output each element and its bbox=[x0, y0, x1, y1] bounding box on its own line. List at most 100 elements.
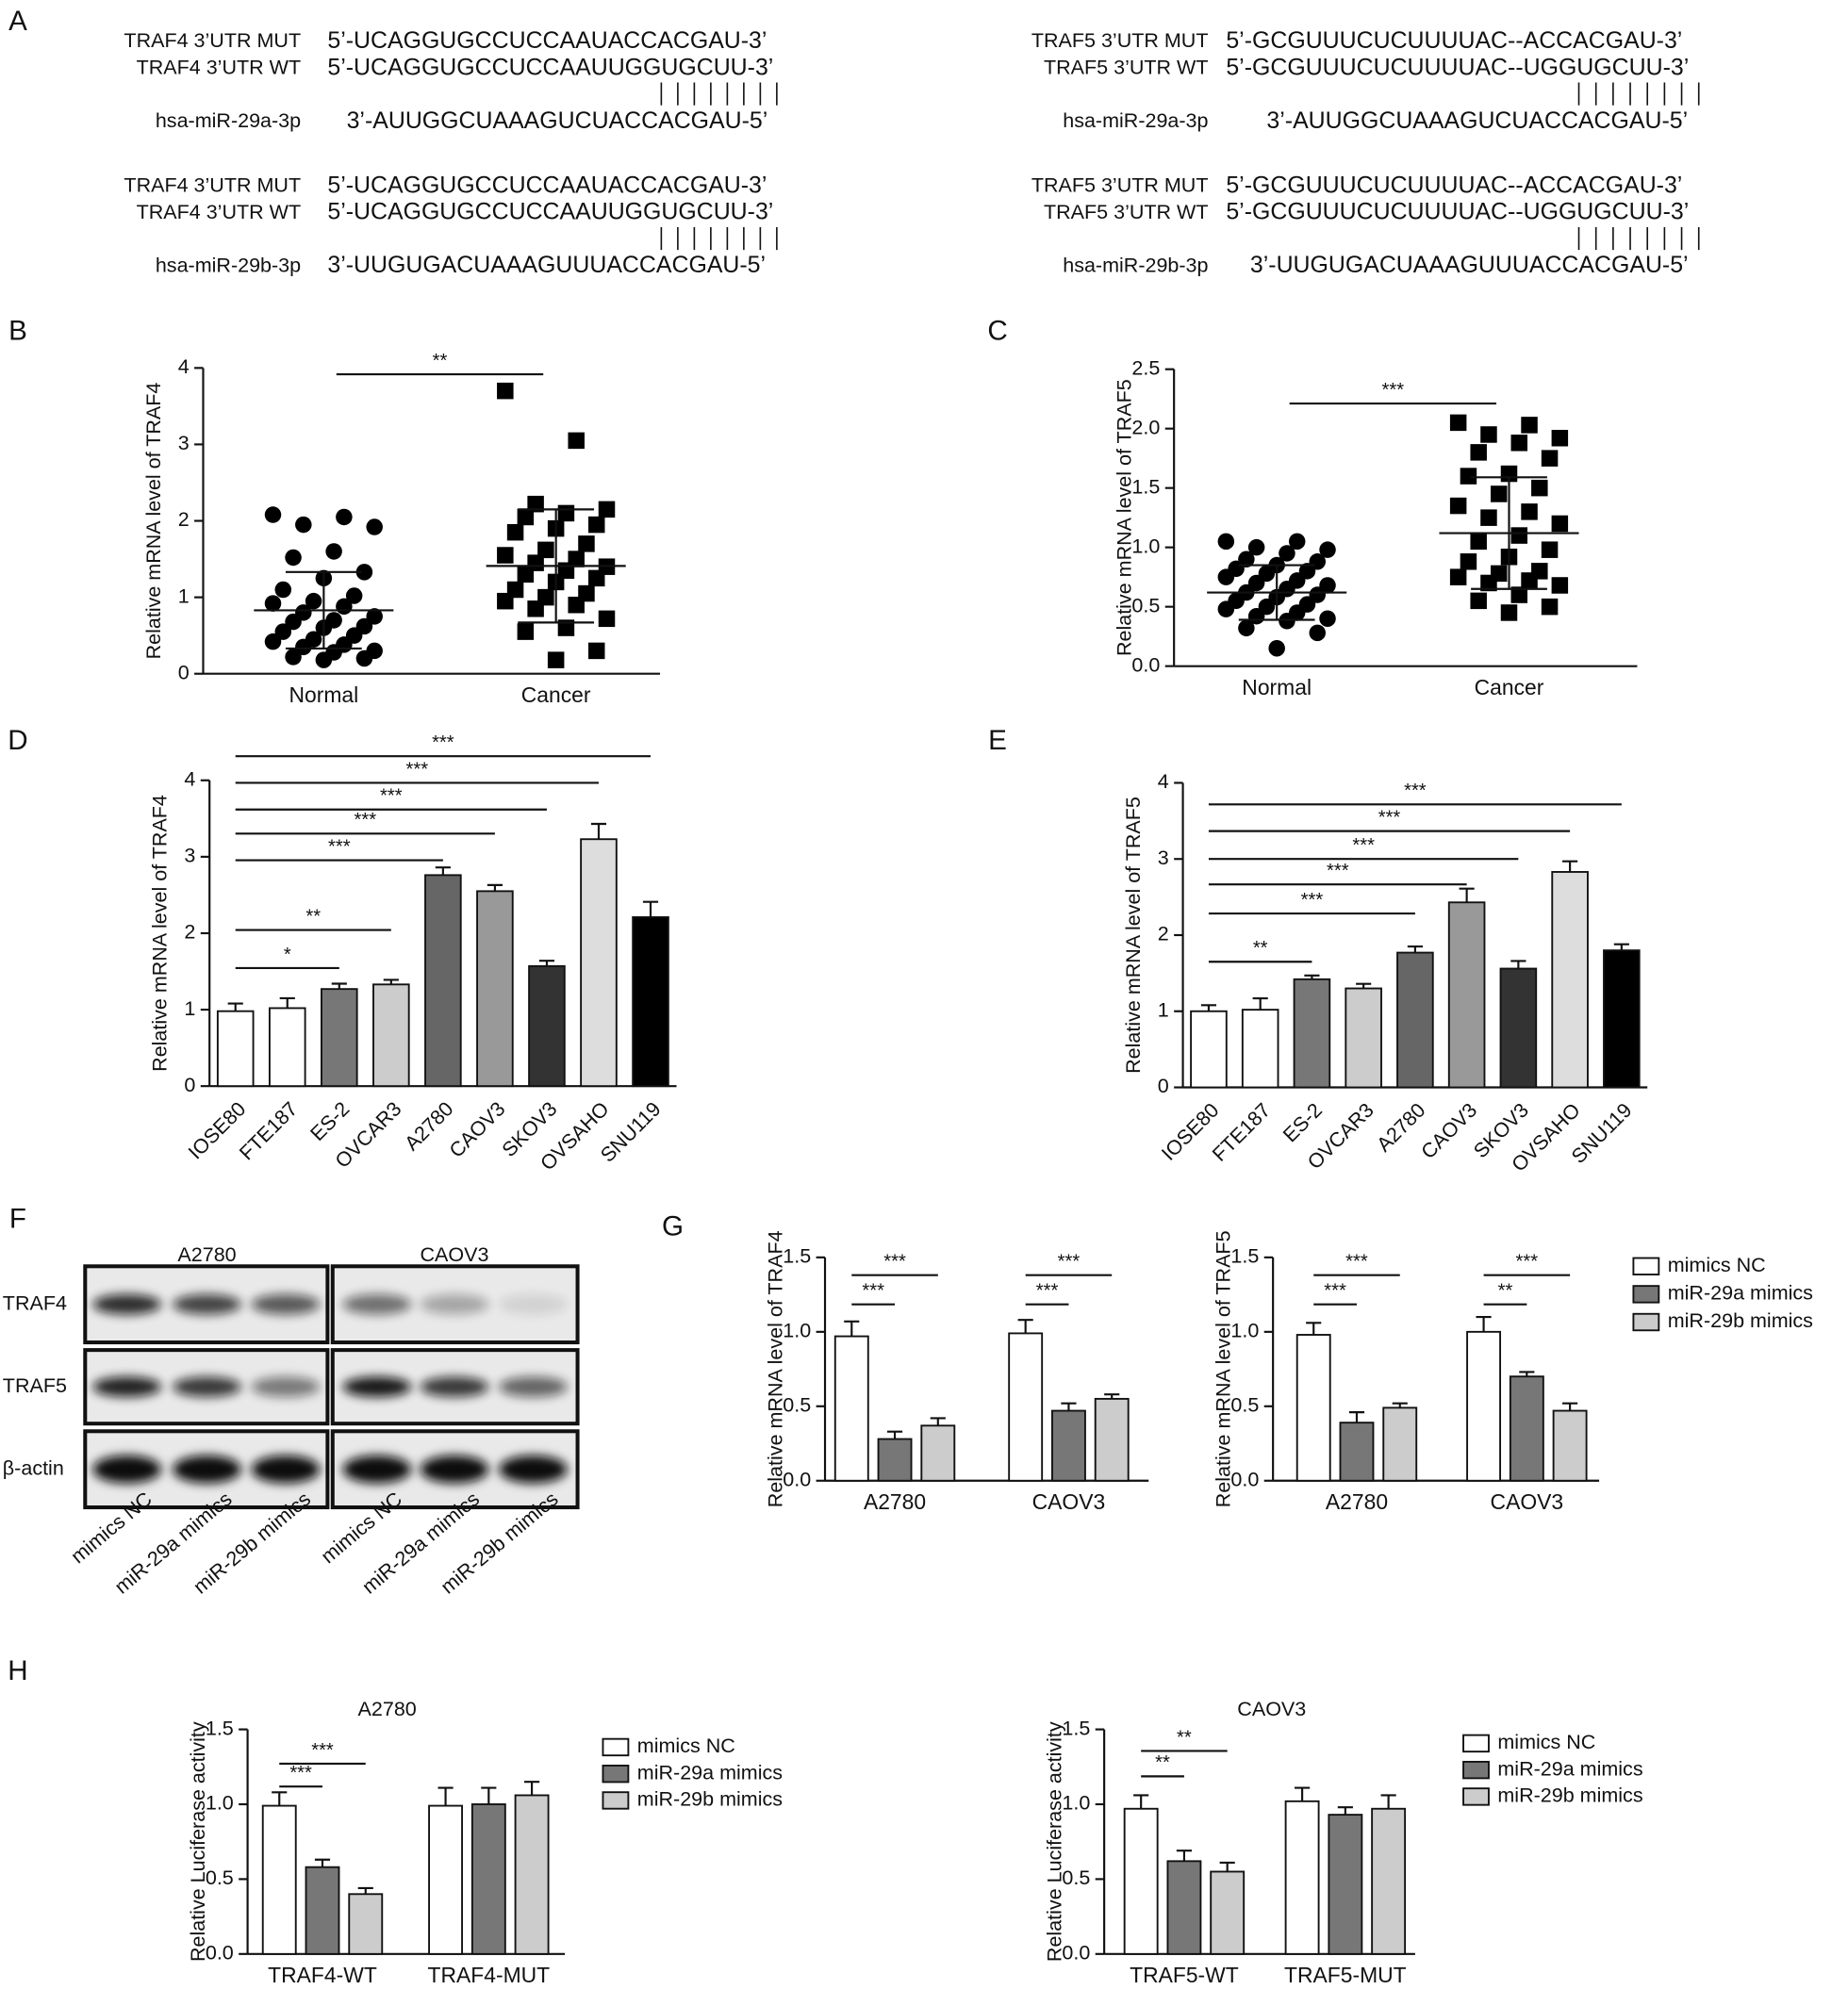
y-tick-label: 4 bbox=[178, 355, 190, 378]
significance-label: ** bbox=[433, 351, 448, 371]
y-axis-label: Relative Luciferase activity bbox=[187, 1721, 209, 1962]
significance-label: *** bbox=[380, 786, 403, 807]
bar bbox=[321, 988, 358, 1088]
bar bbox=[1295, 1334, 1331, 1482]
sequence: 5’-UCAGGUGCCUCCAAUACCACGAU-3’ bbox=[327, 27, 767, 54]
y-tick-label: 1 bbox=[1158, 998, 1169, 1021]
data-point bbox=[587, 569, 605, 587]
data-point bbox=[1449, 497, 1467, 515]
protein-label: TRAF5 bbox=[3, 1374, 67, 1397]
data-point bbox=[568, 596, 585, 614]
y-tick-label: 0 bbox=[184, 1074, 195, 1096]
bar bbox=[1328, 1814, 1363, 1955]
data-point bbox=[1470, 444, 1487, 461]
significance-label: *** bbox=[1404, 781, 1427, 801]
significance-label: *** bbox=[1327, 861, 1349, 881]
y-tick-label: 0.5 bbox=[206, 1866, 234, 1889]
bar bbox=[1466, 1330, 1502, 1482]
data-point bbox=[355, 649, 373, 667]
data-point bbox=[1247, 538, 1265, 556]
significance-label: ** bbox=[1253, 938, 1268, 959]
data-point bbox=[1319, 541, 1336, 558]
bar bbox=[428, 1804, 464, 1955]
data-point bbox=[1551, 515, 1569, 533]
bar bbox=[1345, 987, 1382, 1089]
sequence: 3’-UUGUGACUAAAGUUUACCACGAU-5’ bbox=[327, 252, 766, 278]
data-point bbox=[527, 600, 544, 617]
legend-swatch bbox=[1462, 1760, 1490, 1780]
data-point bbox=[1521, 417, 1538, 434]
data-point bbox=[1217, 533, 1235, 551]
data-point bbox=[1541, 598, 1559, 616]
blot-band bbox=[251, 1293, 321, 1315]
data-point bbox=[264, 506, 282, 523]
bar bbox=[1339, 1422, 1375, 1482]
y-tick-label: 1.5 bbox=[1131, 475, 1160, 498]
data-point bbox=[497, 382, 514, 400]
bar bbox=[1447, 901, 1486, 1089]
blot-band bbox=[92, 1293, 162, 1315]
y-tick-label: 1.5 bbox=[1230, 1245, 1259, 1268]
blot-band bbox=[420, 1376, 489, 1397]
bar bbox=[1241, 1009, 1279, 1089]
panel-label: E bbox=[988, 725, 1007, 756]
significance-label: ** bbox=[305, 906, 321, 927]
panel-label: B bbox=[8, 315, 27, 346]
y-tick-label: 1.5 bbox=[1062, 1717, 1090, 1739]
x-tick-label: TRAF4-WT bbox=[268, 1963, 377, 1987]
bar bbox=[528, 964, 566, 1088]
significance-label: ** bbox=[1498, 1281, 1513, 1302]
chart-title: CAOV3 bbox=[1237, 1698, 1306, 1720]
bar bbox=[920, 1424, 956, 1482]
y-tick-label: 1.0 bbox=[1062, 1792, 1090, 1815]
data-point bbox=[587, 516, 605, 534]
y-tick-label: 3 bbox=[178, 432, 190, 454]
data-point bbox=[1470, 533, 1487, 551]
bar bbox=[372, 983, 410, 1088]
significance-label: *** bbox=[432, 732, 454, 753]
bar bbox=[305, 1866, 340, 1955]
x-tick-label: A2780 bbox=[864, 1489, 926, 1514]
cell-line-label: CAOV3 bbox=[421, 1243, 489, 1266]
data-point bbox=[1551, 430, 1569, 447]
data-point bbox=[517, 508, 535, 526]
panel-label: C bbox=[987, 315, 1007, 346]
data-point bbox=[285, 649, 302, 666]
data-point bbox=[1480, 574, 1497, 592]
data-point bbox=[1541, 541, 1559, 558]
blot-band bbox=[420, 1455, 489, 1484]
y-tick-label: 0.5 bbox=[783, 1393, 811, 1416]
bar bbox=[1552, 1409, 1588, 1482]
bar bbox=[1008, 1332, 1044, 1482]
legend-label: miR-29a mimics bbox=[1497, 1757, 1642, 1780]
y-tick-label: 4 bbox=[184, 767, 195, 790]
data-point bbox=[1460, 553, 1477, 570]
data-point bbox=[1521, 503, 1538, 520]
data-point bbox=[1480, 426, 1497, 443]
data-point bbox=[1279, 613, 1295, 630]
y-tick-label: 2 bbox=[184, 921, 195, 944]
y-tick-label: 0.5 bbox=[1131, 594, 1160, 617]
data-point bbox=[1510, 586, 1528, 603]
y-tick-label: 2 bbox=[178, 508, 190, 531]
data-point bbox=[598, 610, 616, 628]
blot-band bbox=[92, 1455, 162, 1484]
legend-swatch bbox=[1462, 1734, 1490, 1753]
y-axis-label: Relative mRNA level of TRAF5 bbox=[1213, 1230, 1235, 1507]
sequence: 5’-UCAGGUGCCUCCAAUUGGUGCUU-3’ bbox=[327, 199, 773, 225]
data-point bbox=[355, 564, 373, 581]
y-tick-label: 0.5 bbox=[1062, 1866, 1090, 1889]
data-point bbox=[325, 543, 342, 560]
blot-band bbox=[342, 1455, 412, 1484]
y-tick-label: 0.0 bbox=[1230, 1468, 1259, 1490]
blot-band bbox=[499, 1376, 568, 1397]
y-tick-label: 0.0 bbox=[783, 1468, 811, 1490]
bar bbox=[1210, 1870, 1246, 1955]
data-point bbox=[315, 651, 333, 668]
data-point bbox=[506, 523, 524, 541]
legend-swatch bbox=[1632, 1257, 1660, 1275]
legend-swatch bbox=[602, 1737, 630, 1757]
significance-label: *** bbox=[862, 1281, 884, 1302]
y-axis-label: Relative mRNA level of TRAF4 bbox=[149, 795, 172, 1072]
significance-label: *** bbox=[355, 810, 377, 830]
